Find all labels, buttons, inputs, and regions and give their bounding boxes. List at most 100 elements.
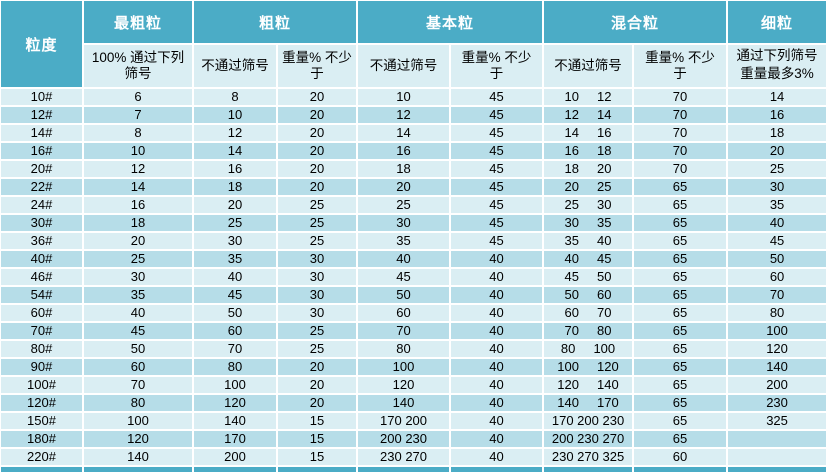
table-row: 100# 70 100 20 120 40 120 140 65 200 — [1, 377, 827, 395]
cell-basic-sieve: 30 — [358, 215, 452, 233]
cell-coarse-sieve: 20 — [194, 197, 278, 215]
strip-cell — [358, 467, 452, 472]
cell-basic-sieve: 12 — [358, 107, 452, 125]
cell-coarse-sieve: 12 — [194, 125, 278, 143]
cell-coarse-weight: 25 — [278, 197, 359, 215]
cell-basic-sieve: 100 — [358, 359, 452, 377]
cell-coarsest-pass: 16 — [84, 197, 194, 215]
cell-coarsest-pass: 18 — [84, 215, 194, 233]
cell-mixed-weight: 70 — [634, 143, 729, 161]
cell-coarse-sieve: 170 — [194, 431, 278, 449]
cell-coarsest-pass: 140 — [84, 449, 194, 467]
cell-coarse-sieve: 35 — [194, 251, 278, 269]
cell-mixed-sieve: 230 270 325 — [544, 449, 635, 467]
cell-coarsest-pass: 12 — [84, 161, 194, 179]
table-row: 90# 60 80 20 100 40 100 120 65 140 — [1, 359, 827, 377]
cell-mixed-sieve: 30 35 — [544, 215, 635, 233]
cell-basic-weight: 45 — [451, 197, 545, 215]
cell-basic-sieve: 230 270 — [358, 449, 452, 467]
cell-coarse-sieve: 120 — [194, 395, 278, 413]
subheader-basic-sieve: 不通过筛号 — [358, 45, 452, 89]
cell-basic-sieve: 70 — [358, 323, 452, 341]
cell-coarse-weight: 20 — [278, 125, 359, 143]
cell-basic-sieve: 45 — [358, 269, 452, 287]
cell-fine-pass: 45 — [728, 233, 827, 251]
cell-coarsest-pass: 60 — [84, 359, 194, 377]
cell-size: 80# — [1, 341, 84, 359]
subheader-mixed-weight: 重量% 不少于 — [634, 45, 729, 89]
cell-coarsest-pass: 35 — [84, 287, 194, 305]
subheader-coarse-sieve-label: 不通过筛号 — [201, 58, 269, 73]
cell-coarse-weight: 25 — [278, 215, 359, 233]
cell-basic-sieve: 120 — [358, 377, 452, 395]
cell-mixed-sieve: 35 40 — [544, 233, 635, 251]
subheader-mixed-sieve: 不通过筛号 — [544, 45, 635, 89]
table-row: 22# 14 18 20 20 45 20 25 65 30 — [1, 179, 827, 197]
cell-mixed-sieve: 14 16 — [544, 125, 635, 143]
table-row: 30# 18 25 25 30 45 30 35 65 40 — [1, 215, 827, 233]
cell-size: 46# — [1, 269, 84, 287]
table-row: 12# 7 10 20 12 45 12 14 70 16 — [1, 107, 827, 125]
cell-size: 36# — [1, 233, 84, 251]
cell-basic-sieve: 50 — [358, 287, 452, 305]
cell-coarse-weight: 30 — [278, 305, 359, 323]
cell-coarse-sieve: 80 — [194, 359, 278, 377]
cell-coarse-weight: 20 — [278, 395, 359, 413]
cell-coarse-sieve: 200 — [194, 449, 278, 467]
cell-mixed-weight: 70 — [634, 161, 729, 179]
cell-fine-pass: 50 — [728, 251, 827, 269]
cell-basic-sieve: 200 230 — [358, 431, 452, 449]
cell-coarsest-pass: 20 — [84, 233, 194, 251]
cell-coarse-weight: 25 — [278, 233, 359, 251]
strip-cell — [84, 467, 194, 472]
group-header-basic: 基本粒 — [358, 1, 545, 45]
cell-coarse-sieve: 100 — [194, 377, 278, 395]
subheader-coarsest-pass: 100% 通过下列筛号 — [84, 45, 194, 89]
cell-coarse-weight: 30 — [278, 251, 359, 269]
corner-header-size: 粒度 — [1, 1, 84, 89]
cell-fine-pass: 200 — [728, 377, 827, 395]
cell-fine-pass: 40 — [728, 215, 827, 233]
cell-basic-weight: 40 — [451, 287, 545, 305]
cell-basic-weight: 45 — [451, 107, 545, 125]
cell-basic-weight: 40 — [451, 251, 545, 269]
strip-cell — [728, 467, 827, 472]
cell-size: 54# — [1, 287, 84, 305]
cell-coarsest-pass: 120 — [84, 431, 194, 449]
table-row: 54# 35 45 30 50 40 50 60 65 70 — [1, 287, 827, 305]
cell-coarsest-pass: 6 — [84, 89, 194, 107]
cell-size: 40# — [1, 251, 84, 269]
table-row: 80# 50 70 25 80 40 80 100 65 120 — [1, 341, 827, 359]
subheader-basic-weight-label: 重量% 不少于 — [461, 50, 532, 81]
cell-coarse-weight: 20 — [278, 179, 359, 197]
cell-basic-weight: 45 — [451, 215, 545, 233]
cell-coarsest-pass: 8 — [84, 125, 194, 143]
cell-fine-pass: 14 — [728, 89, 827, 107]
cell-coarse-weight: 30 — [278, 287, 359, 305]
cell-basic-sieve: 140 — [358, 395, 452, 413]
cell-mixed-weight: 65 — [634, 413, 729, 431]
table-row: 10# 6 8 20 10 45 10 12 70 14 — [1, 89, 827, 107]
cell-coarse-sieve: 140 — [194, 413, 278, 431]
cell-coarse-weight: 15 — [278, 431, 359, 449]
group-header-coarse: 粗粒 — [194, 1, 359, 45]
subheader-coarse-sieve: 不通过筛号 — [194, 45, 278, 89]
cell-size: 16# — [1, 143, 84, 161]
cell-size: 20# — [1, 161, 84, 179]
cell-coarse-weight: 25 — [278, 341, 359, 359]
cell-coarsest-pass: 80 — [84, 395, 194, 413]
cell-mixed-sieve: 45 50 — [544, 269, 635, 287]
group-header-coarsest: 最粗粒 — [84, 1, 194, 45]
subheader-coarsest-pass-label: 100% 通过下列筛号 — [91, 50, 185, 81]
cell-mixed-weight: 65 — [634, 359, 729, 377]
strip-cell — [451, 467, 545, 472]
cell-coarse-sieve: 30 — [194, 233, 278, 251]
cell-coarse-sieve: 70 — [194, 341, 278, 359]
table-row: 36# 20 30 25 35 45 35 40 65 45 — [1, 233, 827, 251]
cell-basic-weight: 40 — [451, 449, 545, 467]
cell-fine-pass: 100 — [728, 323, 827, 341]
strip-cell — [634, 467, 729, 472]
cell-size: 120# — [1, 395, 84, 413]
table-row: 120# 80 120 20 140 40 140 170 65 230 — [1, 395, 827, 413]
